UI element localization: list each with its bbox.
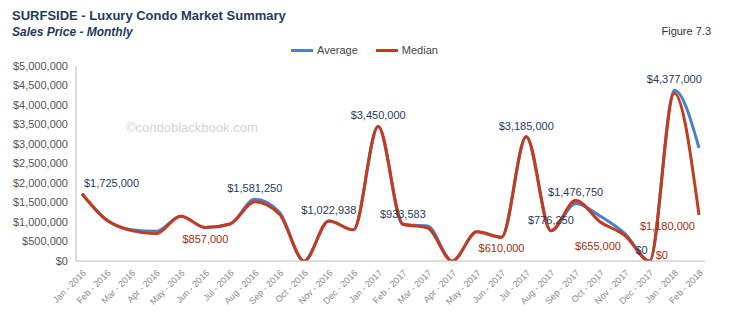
- svg-text:May - 2017: May - 2017: [443, 267, 483, 307]
- svg-text:$1,180,000: $1,180,000: [640, 220, 695, 232]
- svg-text:$2,000,000: $2,000,000: [13, 177, 68, 189]
- svg-text:Apr - 2017: Apr - 2017: [421, 267, 459, 305]
- svg-text:Nov - 2016: Nov - 2016: [296, 267, 335, 307]
- svg-text:May - 2016: May - 2016: [147, 267, 187, 307]
- svg-text:$857,000: $857,000: [182, 233, 228, 245]
- svg-text:$3,500,000: $3,500,000: [13, 118, 68, 130]
- svg-text:$1,581,250: $1,581,250: [227, 182, 282, 194]
- svg-text:Jun - 2016: Jun - 2016: [174, 267, 212, 305]
- svg-text:$500,000: $500,000: [22, 235, 68, 247]
- svg-text:Apr - 2016: Apr - 2016: [125, 267, 162, 305]
- svg-text:$776,250: $776,250: [528, 214, 574, 226]
- svg-text:Jun - 2017: Jun - 2017: [470, 267, 508, 305]
- svg-text:$1,500,000: $1,500,000: [13, 196, 68, 208]
- svg-text:$933,583: $933,583: [380, 208, 426, 220]
- svg-text:$3,185,000: $3,185,000: [499, 120, 554, 132]
- html-text:SURFSIDE - Luxury Condo Market: SURFSIDE - Luxury Condo Market Summary: [12, 8, 286, 23]
- svg-text:Dec - 2017: Dec - 2017: [617, 267, 656, 307]
- svg-text:Sep - 2017: Sep - 2017: [543, 267, 582, 307]
- svg-text:Nov - 2017: Nov - 2017: [592, 267, 631, 307]
- svg-text:Feb - 2016: Feb - 2016: [74, 267, 113, 306]
- svg-text:$1,000,000: $1,000,000: [13, 216, 68, 228]
- svg-text:$3,000,000: $3,000,000: [13, 138, 68, 150]
- svg-text:Jul - 2016: Jul - 2016: [201, 267, 236, 303]
- html-text:Figure 7.3: Figure 7.3: [661, 25, 711, 37]
- svg-text:Aug - 2017: Aug - 2017: [518, 267, 557, 307]
- svg-text:$1,022,938: $1,022,938: [301, 204, 356, 216]
- html-text:Median: Median: [401, 44, 438, 56]
- svg-text:Jul - 2017: Jul - 2017: [497, 267, 533, 303]
- html-text:Average: Average: [317, 44, 358, 56]
- svg-text:$0: $0: [635, 244, 647, 256]
- svg-text:Jan - 2017: Jan - 2017: [346, 267, 385, 305]
- svg-text:$1,476,750: $1,476,750: [548, 186, 603, 198]
- svg-text:$5,000,000: $5,000,000: [13, 60, 68, 72]
- svg-text:$0: $0: [656, 249, 668, 261]
- svg-text:$4,377,000: $4,377,000: [647, 73, 702, 85]
- svg-text:Oct - 2016: Oct - 2016: [273, 267, 311, 305]
- svg-text:Mar - 2016: Mar - 2016: [99, 267, 138, 306]
- html-text:©condoblackbook.com: ©condoblackbook.com: [126, 120, 258, 135]
- svg-text:$4,000,000: $4,000,000: [13, 99, 68, 111]
- svg-text:Feb - 2018: Feb - 2018: [667, 268, 705, 306]
- svg-text:$655,000: $655,000: [575, 240, 621, 252]
- svg-text:$3,450,000: $3,450,000: [351, 109, 406, 121]
- svg-text:$610,000: $610,000: [479, 242, 525, 254]
- svg-text:Jan - 2016: Jan - 2016: [50, 267, 88, 305]
- svg-text:Jan - 2018: Jan - 2018: [643, 267, 681, 305]
- svg-text:Sep - 2016: Sep - 2016: [247, 267, 286, 307]
- svg-text:$1,725,000: $1,725,000: [84, 177, 139, 189]
- svg-text:$0: $0: [56, 255, 68, 267]
- html-text:Sales Price - Monthly: Sales Price - Monthly: [12, 25, 133, 39]
- svg-text:Aug - 2016: Aug - 2016: [222, 267, 261, 307]
- svg-text:$2,500,000: $2,500,000: [13, 157, 68, 169]
- svg-text:Feb - 2017: Feb - 2017: [370, 267, 409, 306]
- svg-text:Mar - 2017: Mar - 2017: [395, 267, 434, 306]
- svg-text:Oct - 2017: Oct - 2017: [569, 267, 607, 305]
- svg-text:Dec - 2016: Dec - 2016: [321, 267, 360, 307]
- svg-text:$4,500,000: $4,500,000: [13, 79, 68, 91]
